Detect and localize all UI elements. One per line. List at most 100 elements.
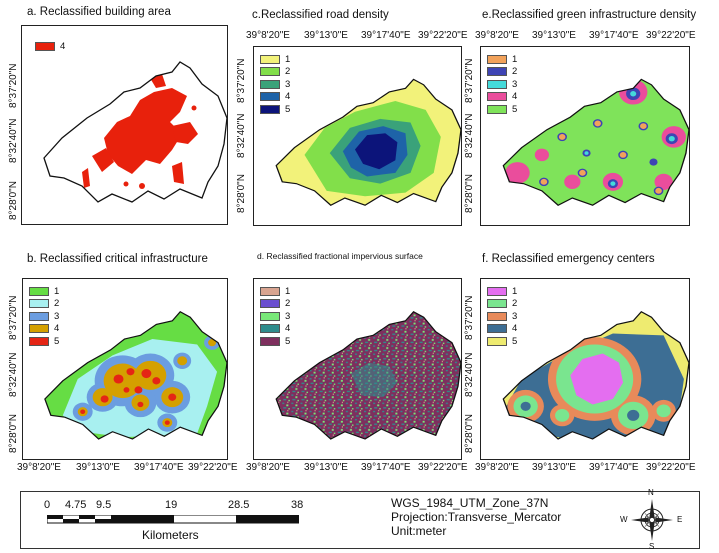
legend-swatch	[487, 311, 507, 321]
lon-label: 39°8'20"E	[17, 462, 61, 473]
lat-label: 8°28'0"N	[464, 174, 475, 213]
legend-green-infrastructure: 1 2 3 4 5	[487, 53, 517, 116]
legend-swatch	[487, 79, 507, 89]
panel-a-title: a. Reclassified building area	[27, 6, 171, 18]
panel-d-title: d. Reclassified fractional impervious su…	[257, 251, 423, 261]
legend-swatch	[29, 311, 49, 321]
legend-label: 5	[54, 335, 60, 347]
legend-item: 3	[29, 310, 59, 323]
legend-item: 3	[487, 78, 517, 91]
projection-info: WGS_1984_UTM_Zone_37N Projection:Transve…	[391, 496, 561, 538]
legend-label: 5	[512, 103, 518, 115]
legend-swatch	[487, 336, 507, 346]
legend-item: 3	[260, 78, 290, 91]
legend-label: 4	[285, 323, 291, 335]
legend-swatch	[260, 67, 280, 77]
legend-item: 5	[487, 335, 517, 348]
projection-line: Unit:meter	[391, 524, 447, 538]
legend-item: 4	[29, 323, 59, 336]
legend-swatch	[29, 324, 49, 334]
legend-swatch	[487, 67, 507, 77]
legend-item: 4	[487, 323, 517, 336]
panel-b-title: b. Reclassified critical infrastructure	[27, 253, 208, 265]
scale-tick-label: 28.5	[228, 499, 250, 511]
lat-label: 8°28'0"N	[464, 414, 475, 453]
lat-label: 8°32'40"N	[464, 113, 475, 159]
lon-label: 39°17'40"E	[361, 462, 411, 473]
legend-item: 4	[487, 91, 517, 104]
legend-label: 4	[285, 91, 291, 103]
panel-e-title: e.Reclassified green infrastructure dens…	[482, 9, 697, 21]
lon-label: 39°8'20"E	[475, 462, 519, 473]
lon-label: 39°17'40"E	[589, 462, 639, 473]
legend-label: 1	[285, 53, 291, 65]
legend-critical-infrastructure: 1 2 3 4 5	[29, 285, 59, 348]
projection-line: Projection:Transverse_Mercator	[391, 510, 562, 524]
legend-label: 1	[285, 285, 291, 297]
lat-label: 8°37'20"N	[8, 295, 19, 341]
legend-label: 5	[285, 335, 291, 347]
legend-item: 4	[35, 40, 65, 53]
lon-label: 39°8'20"E	[475, 30, 519, 41]
scale-tick-label: 38	[291, 499, 304, 511]
legend-swatch	[29, 286, 49, 296]
scale-tick-label: 4.75	[65, 499, 87, 511]
legend-label: 2	[285, 298, 291, 310]
map-panel-impervious-surface: 1 2 3 4 5	[253, 278, 462, 460]
map-panel-critical-infrastructure: 1 2 3 4 5	[22, 278, 228, 460]
legend-item: 1	[260, 53, 290, 66]
legend-item: 3	[260, 310, 290, 323]
lon-label: 39°8'20"E	[246, 30, 290, 41]
lon-label: 39°13'0"E	[76, 462, 120, 473]
legend-swatch	[260, 336, 280, 346]
legend-item: 1	[29, 285, 59, 298]
lat-label: 8°37'20"N	[8, 63, 19, 109]
legend-swatch	[487, 92, 507, 102]
legend-label: 4	[512, 91, 518, 103]
compass-e-label: E	[677, 515, 683, 524]
legend-swatch	[35, 41, 55, 51]
panel-f-title: f. Reclassified emergency centers	[482, 253, 655, 265]
legend-swatch	[29, 299, 49, 309]
legend-swatch	[487, 324, 507, 334]
legend-item: 2	[260, 298, 290, 311]
map-panel-green-infrastructure: 1 2 3 4 5	[480, 46, 690, 226]
legend-label: 4	[512, 323, 518, 335]
lat-label: 8°32'40"N	[8, 352, 19, 398]
legend-item: 1	[487, 285, 517, 298]
legend-item: 1	[487, 53, 517, 66]
legend-item: 2	[29, 298, 59, 311]
compass-rose-icon: N S W E	[620, 488, 682, 551]
legend-label: 3	[285, 310, 291, 322]
lon-label: 39°13'0"E	[304, 462, 348, 473]
legend-emergency-centers: 1 2 3 4 5	[487, 285, 517, 348]
lon-label: 39°17'40"E	[361, 30, 411, 41]
lat-label: 8°32'40"N	[464, 352, 475, 398]
legend-item: 1	[260, 285, 290, 298]
legend-item: 4	[260, 323, 290, 336]
legend-swatch	[260, 104, 280, 114]
panel-c-title: c.Reclassified road density	[252, 9, 389, 21]
legend-item: 5	[260, 103, 290, 116]
legend-swatch	[260, 311, 280, 321]
legend-label: 5	[285, 103, 291, 115]
lon-label: 39°8'20"E	[246, 462, 290, 473]
projection-line: WGS_1984_UTM_Zone_37N	[391, 496, 549, 510]
map-panel-building-area: 4	[21, 25, 228, 225]
legend-label: 1	[512, 285, 518, 297]
legend-label: 1	[512, 53, 518, 65]
legend-label: 3	[54, 310, 60, 322]
legend-label: 3	[512, 310, 518, 322]
lon-label: 39°22'20"E	[646, 30, 696, 41]
legend-label: 4	[60, 40, 66, 52]
legend-swatch	[29, 336, 49, 346]
legend-swatch	[260, 79, 280, 89]
legend-swatch	[487, 54, 507, 64]
legend-swatch	[260, 324, 280, 334]
legend-road-density: 1 2 3 4 5	[260, 53, 290, 116]
legend-item: 4	[260, 91, 290, 104]
legend-swatch	[260, 92, 280, 102]
legend-swatch	[260, 54, 280, 64]
legend-label: 2	[54, 298, 60, 310]
lat-label: 8°28'0"N	[8, 414, 19, 453]
